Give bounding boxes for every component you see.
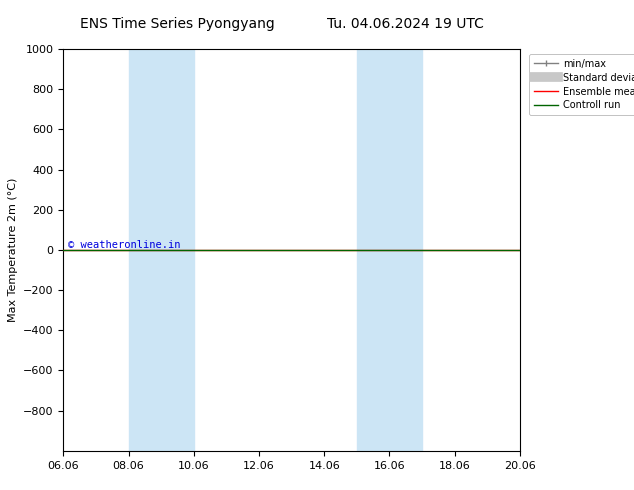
Text: Tu. 04.06.2024 19 UTC: Tu. 04.06.2024 19 UTC [327, 17, 484, 31]
Bar [357, 49, 422, 451]
Text: © weatheronline.in: © weatheronline.in [68, 240, 181, 250]
Y-axis label: Max Temperature 2m (°C): Max Temperature 2m (°C) [8, 178, 18, 322]
Legend: min/max, Standard deviation, Ensemble mean run, Controll run: min/max, Standard deviation, Ensemble me… [529, 54, 634, 115]
Text: ENS Time Series Pyongyang: ENS Time Series Pyongyang [80, 17, 275, 31]
Bar [129, 49, 194, 451]
